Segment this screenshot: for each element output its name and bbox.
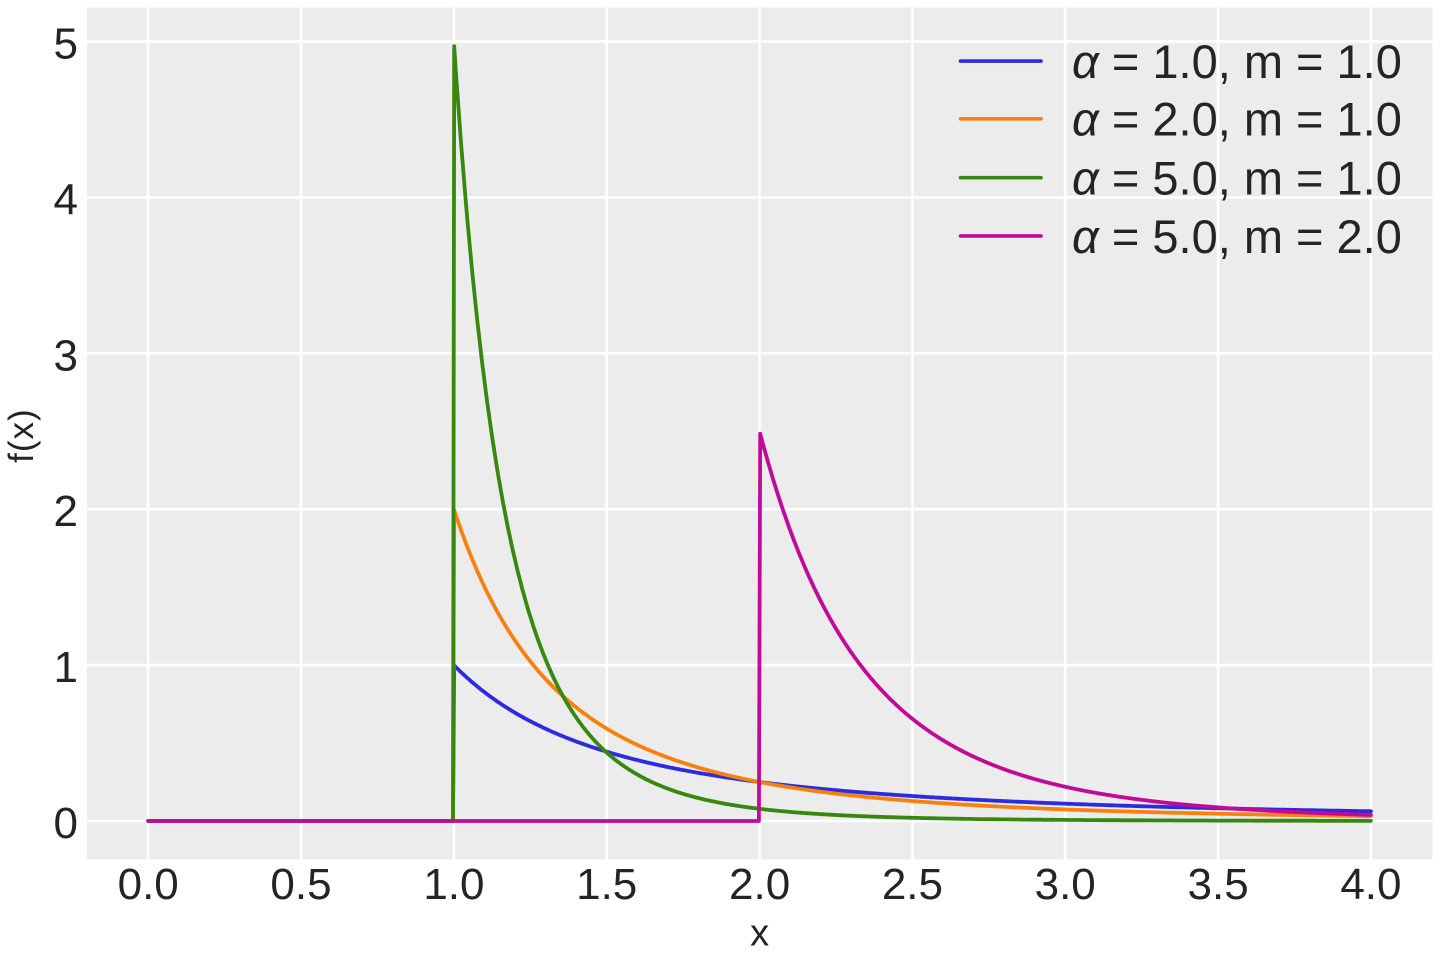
svg-text:1.0: 1.0 <box>423 860 484 909</box>
svg-text:1: 1 <box>54 643 78 692</box>
svg-text:4.0: 4.0 <box>1340 860 1401 909</box>
svg-text:α = 1.0, m = 1.0: α = 1.0, m = 1.0 <box>1072 35 1402 88</box>
svg-text:0.0: 0.0 <box>118 860 179 909</box>
svg-text:f(x): f(x) <box>2 408 41 463</box>
svg-text:2.5: 2.5 <box>882 860 943 909</box>
svg-text:2: 2 <box>54 487 78 536</box>
svg-text:α = 5.0, m = 2.0: α = 5.0, m = 2.0 <box>1072 210 1402 263</box>
svg-text:4: 4 <box>54 175 78 224</box>
svg-text:1.5: 1.5 <box>576 860 637 909</box>
svg-text:α = 2.0, m = 1.0: α = 2.0, m = 1.0 <box>1072 93 1402 146</box>
svg-text:0: 0 <box>54 799 78 848</box>
svg-text:α = 5.0, m = 1.0: α = 5.0, m = 1.0 <box>1072 152 1402 205</box>
svg-text:2.0: 2.0 <box>729 860 790 909</box>
svg-text:3.5: 3.5 <box>1188 860 1249 909</box>
svg-text:5: 5 <box>54 20 78 69</box>
svg-text:x: x <box>750 913 769 955</box>
svg-text:0.5: 0.5 <box>270 860 331 909</box>
svg-text:3: 3 <box>54 331 78 380</box>
svg-text:3.0: 3.0 <box>1035 860 1096 909</box>
